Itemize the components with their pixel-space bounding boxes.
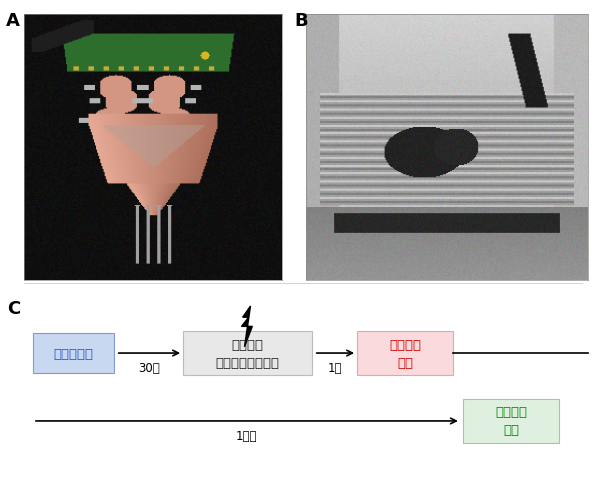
Text: 近時記憶
想起: 近時記憶 想起 xyxy=(389,338,421,369)
FancyBboxPatch shape xyxy=(463,399,559,443)
Text: 1日: 1日 xyxy=(328,362,343,374)
Text: B: B xyxy=(294,12,308,30)
Text: A: A xyxy=(6,12,20,30)
FancyBboxPatch shape xyxy=(33,333,114,373)
Text: 遠隔記憶
想起: 遠隔記憶 想起 xyxy=(495,406,527,437)
Text: C: C xyxy=(7,299,20,317)
Text: 1か月: 1か月 xyxy=(235,429,257,442)
Text: 記憶形成前: 記憶形成前 xyxy=(53,347,94,360)
Polygon shape xyxy=(242,306,253,347)
Text: 記憶形成
（恐怖条件付け）: 記憶形成 （恐怖条件付け） xyxy=(215,338,280,369)
FancyBboxPatch shape xyxy=(183,332,312,375)
FancyBboxPatch shape xyxy=(357,332,453,375)
Text: 30分: 30分 xyxy=(139,362,160,374)
